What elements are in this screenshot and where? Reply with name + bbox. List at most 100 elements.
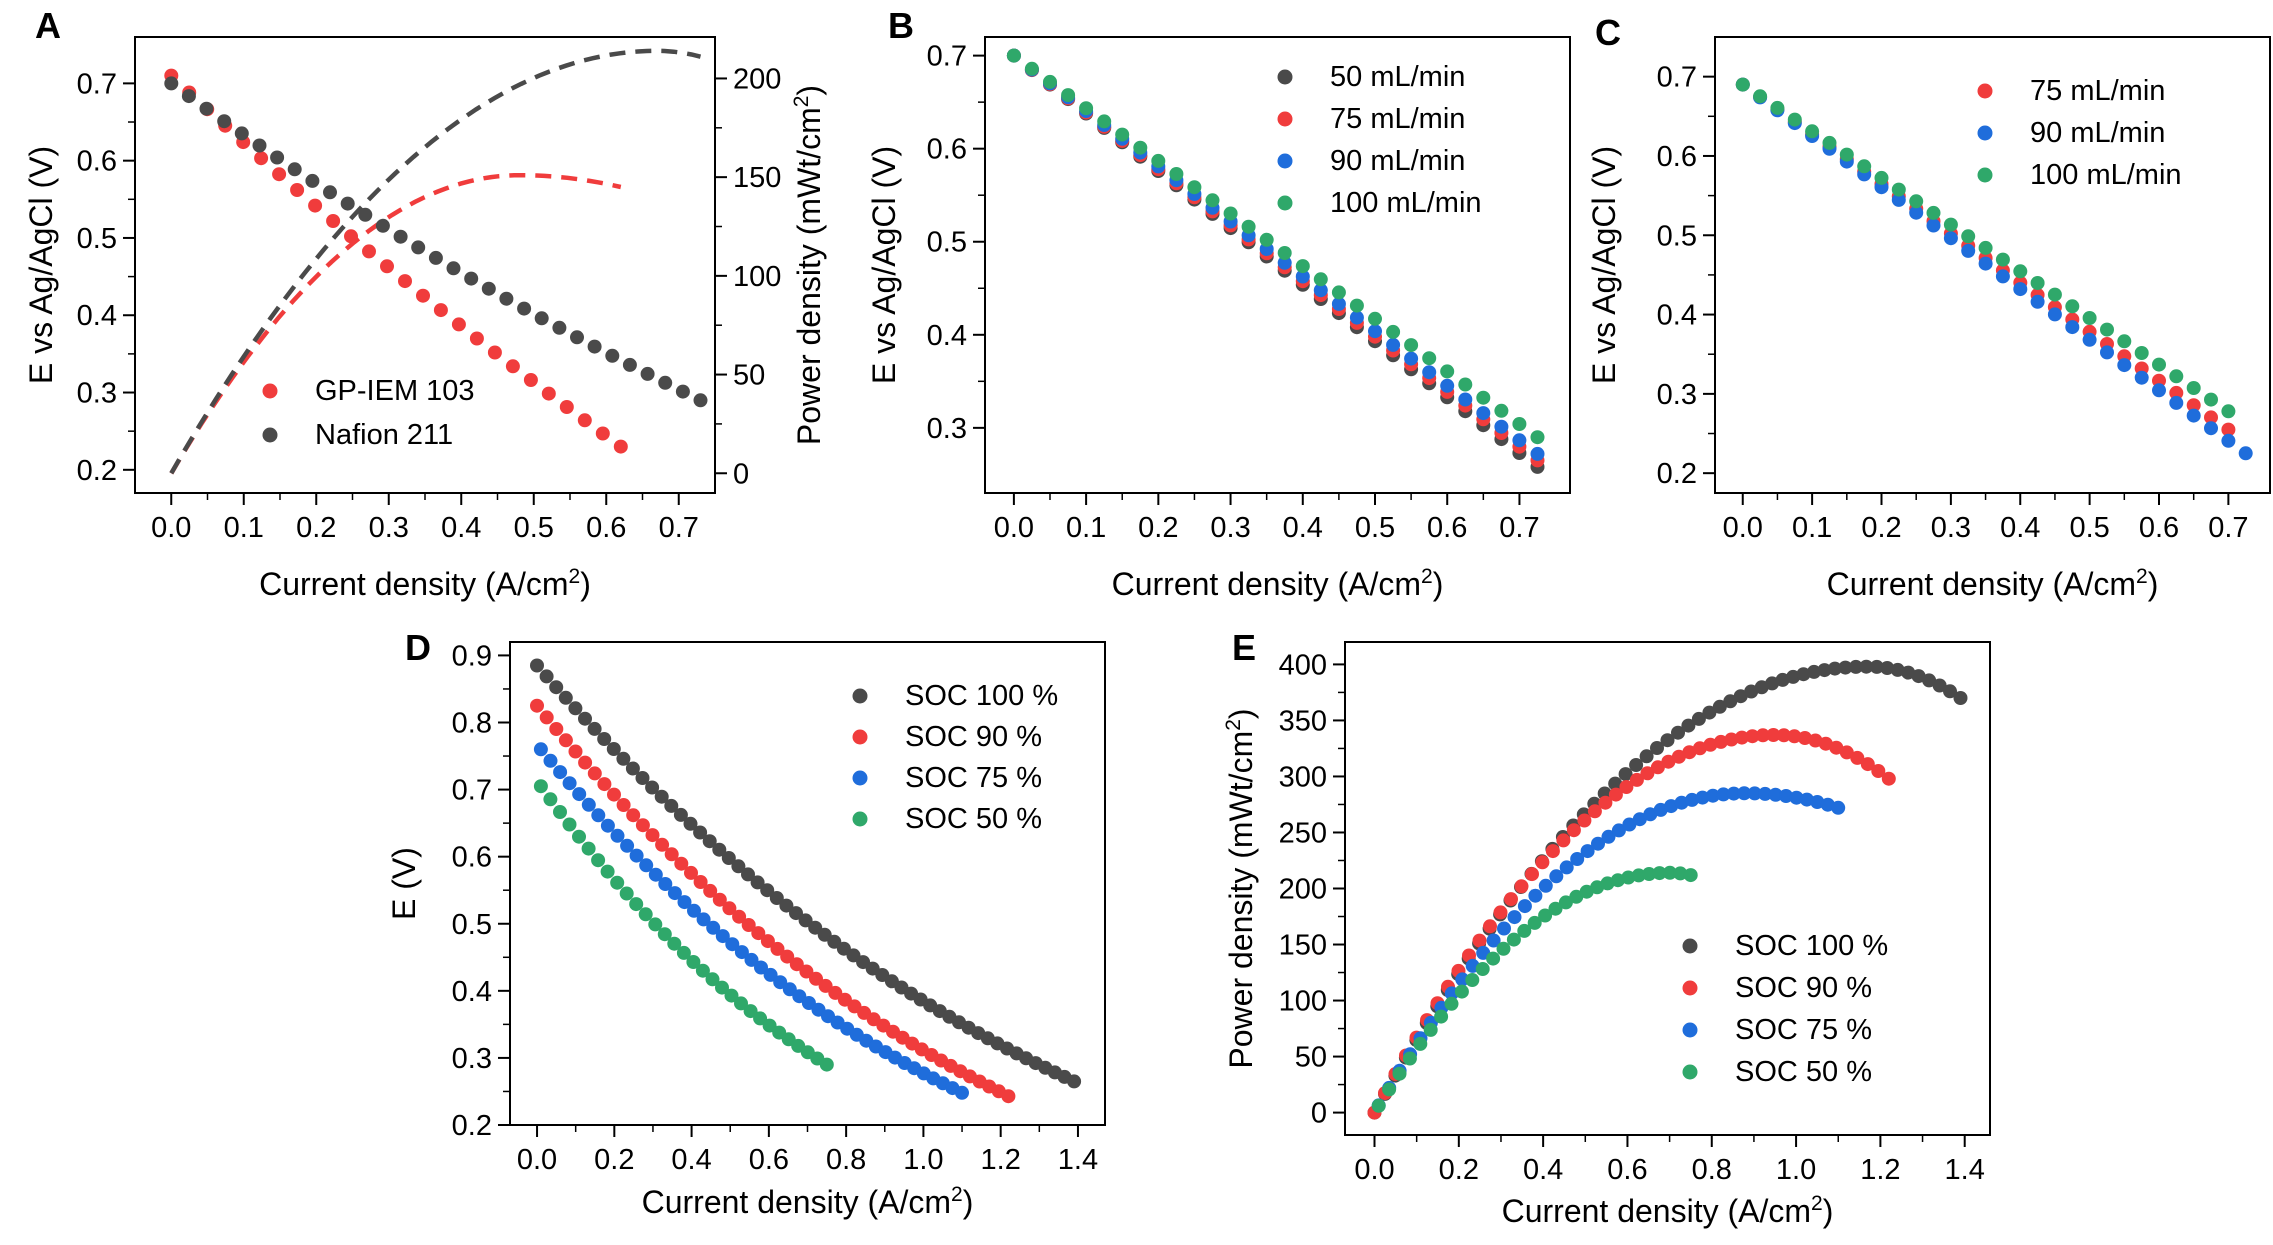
legend-label: GP-IEM 103 [315,375,475,407]
x-axis-label: Current density (A/cm2) [1827,565,2159,602]
data-point [591,808,606,823]
series-0 [1367,659,1968,1120]
x-tick-label: 0.5 [2069,512,2109,544]
data-point [1611,823,1626,838]
data-point [1548,901,1563,916]
data-point [2204,392,2218,407]
legend-label: 100 mL/min [2030,159,2182,191]
data-point [217,114,232,129]
data-point [499,291,514,306]
data-point [1476,390,1491,405]
panel-b: B 0.0 0.1 0.2 0.3 0.4 0.5 0.6 0.7 0.3 0.4 0.5 0.6 0.7… [866,5,1571,602]
legend-label: SOC 50 % [905,803,1042,835]
x-tick-label: 0.6 [1607,1154,1647,1186]
y-tick-label: 0.5 [452,909,492,941]
data-point [1703,737,1718,752]
data-point [1205,193,1220,208]
data-point [655,837,670,852]
data-point [1621,870,1636,885]
data-point [1422,365,1437,380]
y-tick-label: 250 [1279,817,1327,849]
data-point [1241,219,1256,234]
x-axis-label: Current density (A/cm2) [259,565,591,602]
data-point [818,978,833,993]
data-point [1434,1009,1449,1024]
data-point [1493,905,1508,920]
data-point [648,867,663,882]
y-tick-label: 0.9 [452,640,492,672]
data-point [1549,869,1564,884]
legend-label: 100 mL/min [1330,187,1482,219]
data-point [1961,243,1976,258]
y-tick-label: 0.6 [927,134,967,166]
plot-frame [1344,641,1991,1136]
series-1 [164,48,708,475]
data-point [2152,383,2166,398]
data-point [1404,338,1419,353]
y-tick-label: 0.5 [1657,220,1697,252]
y-axis-label: E vs Ag/AgCl (V) [23,146,59,384]
data-point [1043,74,1057,89]
data-point [1673,866,1688,881]
y-axis-label-text: E vs Ag/AgCl (V) [1586,146,1622,384]
legend-label: 50 mL/min [1330,61,1465,93]
legend-marker [1977,167,1993,183]
data-point [763,967,778,982]
data-point [1349,298,1364,313]
data-point [1953,691,1968,705]
data-point [2221,433,2236,448]
legend-label: 75 mL/min [2030,75,2165,107]
data-point [2082,311,2097,325]
data-point [626,808,641,823]
data-point [1151,153,1166,168]
y-tick-label: 100 [1279,986,1327,1018]
data-point [270,150,285,165]
data-point [610,875,625,890]
data-point [705,972,720,987]
legend-label: SOC 100 % [1735,930,1888,962]
data-point [523,373,538,387]
legend-marker [1277,153,1293,169]
series-1 [530,698,1016,1104]
data-point [693,393,708,408]
data-point [587,721,602,736]
data-point [724,988,739,1003]
data-point [1476,406,1491,421]
legend-marker [852,688,868,704]
x-axis-label-sup: 2 [569,565,581,588]
y-tick-label: 0.4 [927,320,967,352]
data-point [741,867,755,882]
data-point [1570,852,1585,866]
x-tick-label: 0.6 [586,512,626,544]
y-tick-label: 0.4 [452,976,492,1008]
legend-label: SOC 75 % [1735,1014,1872,1046]
y-tick-label: 150 [1279,930,1327,962]
data-point [487,345,502,360]
data-point [744,952,759,967]
data-point [1527,915,1542,930]
data-point [587,766,602,781]
data-point [715,929,730,944]
data-point [2186,408,2201,423]
data-point [428,250,443,265]
data-point [762,1018,777,1033]
x-axis-label-end: ) [1433,566,1444,602]
data-point [1890,662,1905,677]
y-tick-label: 0.7 [927,41,967,73]
data-point [799,964,814,979]
data-point [1789,790,1804,805]
x-axis-label-end: ) [2148,566,2159,602]
panel-label: A [35,5,61,46]
data-point [570,330,584,345]
data-point [721,851,736,865]
data-point [1454,984,1469,999]
x-axis-label-text: Current density (A/cm [642,1184,951,1220]
data-point [2238,446,2253,461]
legend-marker [1682,938,1698,954]
data-point [674,856,689,871]
data-point [1483,919,1497,934]
data-point [693,825,708,840]
data-point [591,853,606,868]
data-point [1650,741,1664,755]
